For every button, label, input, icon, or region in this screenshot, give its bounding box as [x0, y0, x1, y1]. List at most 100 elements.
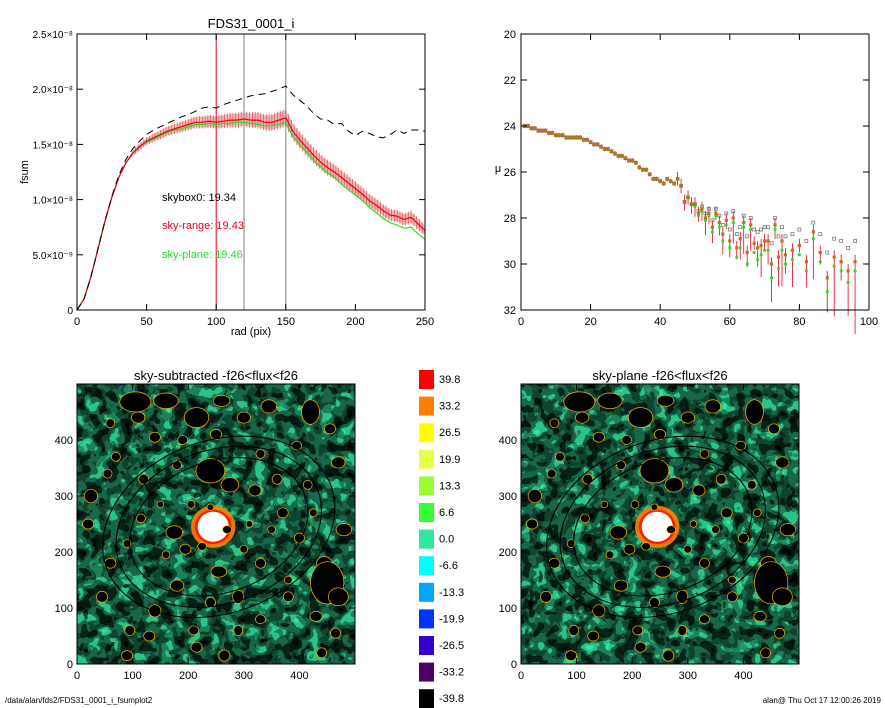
sky-range-point	[602, 147, 607, 151]
sky-plane-point	[721, 239, 725, 243]
sky-range-point	[554, 133, 558, 137]
sky-plane-masked-source	[592, 431, 605, 443]
mu-y-tick-label: 20	[504, 29, 516, 41]
sky-plane-isophote-ellipse	[559, 445, 766, 608]
sky-plane-point	[704, 218, 707, 222]
sky-range-point	[616, 154, 621, 158]
sky-subtracted-masked-source	[119, 391, 152, 413]
sky-plane-masked-source	[704, 399, 721, 414]
skybox-point	[853, 239, 857, 243]
sky-plane-masked-source	[746, 480, 757, 490]
sky-plane-masked-source	[745, 399, 764, 425]
sky-subtracted-map-frame	[76, 383, 356, 665]
sky-subtracted-masked-source	[121, 650, 133, 661]
sky-subtracted-masked-source	[190, 641, 203, 653]
sky-range-point	[804, 260, 808, 264]
sky-range-point	[655, 177, 659, 181]
sky-subtracted-masked-source	[255, 557, 266, 569]
skybox-annotation: skybox0: 19.34	[162, 192, 236, 204]
sky-plane-point	[738, 246, 742, 250]
sky-subtracted-masked-source	[335, 523, 353, 537]
skybox-point	[752, 227, 757, 232]
sky-range-point	[714, 211, 718, 215]
skybox-point	[714, 206, 718, 211]
sky-range-point	[783, 253, 788, 257]
sky-range-point	[575, 135, 579, 140]
sky-range-point	[731, 216, 735, 220]
sky-range-point	[742, 221, 746, 225]
sky-range-point	[790, 248, 795, 252]
sky-plane-map-frame	[520, 383, 800, 665]
sky-subtracted-masked-source	[267, 525, 276, 534]
sky-subtracted-masked-source	[239, 544, 249, 554]
sky-plane-masked-source	[639, 458, 670, 484]
sky-subtracted-x-tick-label: 100	[123, 670, 141, 682]
sky-plane-masked-source	[614, 579, 629, 592]
colorbar-swatch	[419, 476, 434, 496]
sky-subtracted-y-tick-label: 0	[67, 659, 73, 671]
colorbar-swatch	[419, 370, 434, 389]
sky-plane-point	[707, 214, 711, 218]
sky-range-point	[839, 260, 843, 264]
sky-range-point	[547, 131, 551, 135]
sky-range-point	[728, 239, 732, 243]
skybox-point	[766, 225, 770, 230]
colorbar-swatch	[419, 556, 434, 576]
sky-subtracted-masked-source	[276, 507, 289, 519]
sky-plane-masked-source	[726, 591, 738, 603]
sky-range-point	[797, 244, 801, 248]
sky-subtracted-masked-source	[327, 587, 349, 607]
sky-subtracted-masked-source	[248, 484, 262, 497]
mu-y-tick-label: 26	[504, 167, 516, 179]
sky-plane-map: sky-plane -f26<flux<f26 0 100 200 300 400 0 1…	[499, 368, 800, 682]
sky-range-point	[634, 161, 638, 165]
sky-plane-point	[711, 230, 714, 234]
sky-plane-masked-source	[582, 473, 594, 485]
sky-range-point	[641, 168, 645, 172]
sky-plane-isophote-ellipse	[546, 435, 780, 619]
sky-plane-point	[766, 248, 770, 252]
sky-plane-masked-source	[683, 544, 693, 554]
sky-range-point	[769, 262, 774, 266]
colorbar-swatch	[419, 636, 434, 655]
skybox-point	[703, 211, 708, 216]
sky-plane-masked-source	[526, 518, 539, 530]
skybox-point	[738, 225, 743, 230]
sky-range-point	[700, 207, 704, 211]
mu-y-tick-label: 24	[504, 121, 516, 133]
sky-subtracted-x-tick-label: 300	[235, 670, 253, 682]
sky-subtracted-masked-source	[271, 473, 283, 485]
sky-plane-masked-source	[580, 513, 590, 524]
sky-plane-point	[759, 253, 763, 257]
fsum-x-axis-label: rad (pix)	[231, 326, 271, 338]
colorbar-swatch	[419, 449, 434, 469]
sky-plane-masked-source	[654, 565, 671, 578]
sky-plane-point	[811, 237, 815, 241]
sky-plane-masked-source	[623, 543, 636, 555]
sky-range-point	[818, 250, 822, 255]
fsum-y-tick-label: 1.0×10⁻⁸	[33, 196, 73, 207]
sky-plane-point	[700, 209, 704, 213]
sky-subtracted-masked-source	[148, 431, 161, 443]
sky-subtracted-masked-source	[124, 625, 136, 636]
colorbar-swatch	[419, 396, 434, 416]
sky-plane-x-tick-label: 200	[623, 670, 641, 682]
colorbar-swatch	[419, 609, 434, 629]
sky-plane-masked-source	[527, 488, 542, 504]
skybox-point	[759, 227, 763, 232]
sky-plane-masked-source	[597, 392, 623, 409]
sky-plane-point	[752, 251, 756, 254]
sky-subtracted-masked-source	[188, 625, 200, 636]
sky-subtracted-masked-source	[210, 429, 222, 440]
sky-plane-masked-source	[662, 649, 675, 662]
sky-subtracted-isophote-ellipse	[129, 457, 309, 597]
sky-subtracted-masked-source	[316, 647, 327, 659]
sky-plane-masked-source	[540, 590, 552, 603]
sky-range-point	[627, 158, 631, 163]
sky-subtracted-y-tick-label: 300	[55, 491, 73, 503]
sky-plane-point	[825, 290, 829, 293]
sky-plane-y-tick-label: 300	[499, 491, 517, 503]
sky-plane-masked-source	[621, 435, 632, 445]
sky-range-point	[846, 269, 850, 273]
sky-subtracted-masked-source	[233, 625, 244, 636]
